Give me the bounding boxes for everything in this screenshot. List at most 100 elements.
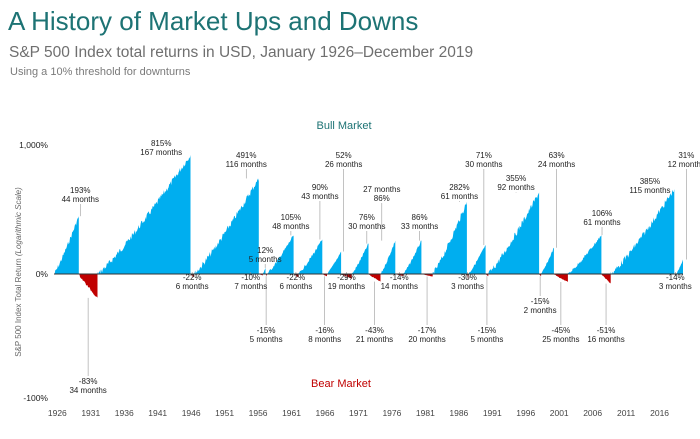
- bear-duration-label: 34 months: [69, 386, 106, 395]
- label-leaders: [79, 169, 687, 376]
- bear-duration-label: 7 months: [234, 282, 267, 291]
- bull-duration-label: 115 months: [629, 186, 670, 195]
- bull-duration-label: 92 months: [497, 183, 534, 192]
- x-tick-label: 1976: [382, 408, 401, 418]
- bear-return-label: -15%: [257, 326, 276, 335]
- bear-return-label: -14%: [666, 273, 685, 282]
- bear-duration-label: 5 months: [250, 335, 283, 344]
- bear-duration-label: 2 months: [524, 306, 557, 315]
- y-tick-label: -100%: [23, 393, 48, 403]
- bear-duration-label: 14 months: [381, 282, 418, 291]
- bull-market-area: [468, 245, 486, 274]
- bull-duration-label: 30 months: [348, 222, 385, 231]
- x-tick-label: 1926: [48, 408, 67, 418]
- chart-axes: 1,000% 0% -100%1926 1931 1936 1941 1946 1951 195…: [19, 140, 669, 418]
- bull-duration-label: 116 months: [226, 160, 267, 169]
- bull-duration-label: 44 months: [62, 195, 99, 204]
- bear-return-label: -15%: [531, 297, 550, 306]
- bear-return-label: -51%: [597, 326, 616, 335]
- bull-market-area: [676, 259, 683, 274]
- bull-market-area: [380, 240, 396, 274]
- bear-duration-label: 5 months: [470, 335, 503, 344]
- bull-market-area: [327, 251, 342, 274]
- x-tick-label: 2001: [550, 408, 569, 418]
- bear-duration-label: 25 months: [542, 335, 579, 344]
- x-tick-label: 1966: [316, 408, 335, 418]
- bear-market-area: [553, 274, 568, 282]
- bear-duration-label: 21 months: [356, 335, 393, 344]
- bull-duration-label: 12 months: [668, 160, 700, 169]
- bull-duration-label: 24 months: [538, 160, 575, 169]
- y-axis-label: S&P 500 Index Total Return (Logarithmic …: [14, 187, 23, 357]
- bear-duration-label: 19 months: [328, 282, 365, 291]
- bull-duration-label: 61 months: [583, 218, 620, 227]
- bull-return-label: 63%: [549, 151, 565, 160]
- bull-return-label: 52%: [336, 151, 352, 160]
- x-tick-label: 2016: [650, 408, 669, 418]
- bull-duration-label: 48 months: [272, 222, 309, 231]
- x-tick-label: 2011: [617, 408, 636, 418]
- bull-return-label: 71%: [476, 151, 492, 160]
- x-tick-label: 2006: [583, 408, 602, 418]
- bear-return-label: -43%: [365, 326, 384, 335]
- bull-return-label: 193%: [70, 186, 90, 195]
- bear-duration-label: 16 months: [587, 335, 624, 344]
- chart-note: Using a 10% threshold for downturns: [10, 66, 191, 78]
- market-labels: 193%44 months 815%167 months 491%116 month…: [62, 139, 700, 395]
- x-tick-label: 1941: [148, 408, 167, 418]
- x-tick-label: 1986: [449, 408, 468, 418]
- bull-return-label: 12%: [257, 246, 273, 255]
- bear-duration-label: 20 months: [408, 335, 445, 344]
- bear-return-label: -10%: [241, 273, 260, 282]
- bear-return-label: -14%: [390, 273, 409, 282]
- bear-market-area: [601, 274, 611, 284]
- bull-market-area: [432, 201, 467, 274]
- bear-return-label: -22%: [183, 273, 202, 282]
- bear-return-label: -29%: [337, 273, 356, 282]
- bull-return-label: 31%: [678, 151, 694, 160]
- chart-title: A History of Market Ups and Downs: [8, 6, 419, 36]
- bear-duration-label: 6 months: [176, 282, 209, 291]
- bull-return-label: 86%: [412, 213, 428, 222]
- bull-duration-label: 167 months: [140, 148, 182, 157]
- bull-market-area: [97, 154, 191, 274]
- bull-return-label: 105%: [281, 213, 301, 222]
- bull-market-area: [610, 189, 675, 274]
- y-tick-label: 1,000%: [19, 140, 48, 150]
- bull-duration-label: 5 months: [249, 255, 282, 264]
- bear-market-area: [78, 274, 98, 298]
- x-tick-label: 1931: [81, 408, 100, 418]
- bull-duration-label: 33 months: [401, 222, 438, 231]
- bull-market-area: [54, 216, 79, 274]
- bear-return-label: -22%: [287, 273, 306, 282]
- bull-return-label: 355%: [506, 174, 526, 183]
- bear-duration-label: 6 months: [279, 282, 312, 291]
- x-tick-label: 1981: [416, 408, 435, 418]
- bull-market-area: [403, 240, 422, 274]
- x-tick-label: 1971: [349, 408, 368, 418]
- bear-duration-label: 3 months: [451, 282, 484, 291]
- bull-return-label: 27 months: [363, 185, 400, 194]
- bull-return-label: 491%: [236, 151, 256, 160]
- x-tick-label: 1996: [516, 408, 535, 418]
- bull-market-area: [351, 243, 369, 274]
- bull-market-area: [266, 235, 294, 274]
- bull-return-label: 815%: [151, 139, 171, 148]
- bull-duration-label: 30 months: [465, 160, 502, 169]
- x-tick-label: 1951: [215, 408, 234, 418]
- bull-return-label: 282%: [449, 183, 469, 192]
- bull-market-area: [298, 239, 323, 274]
- bear-market-area: [368, 274, 381, 282]
- bull-return-label: 90%: [312, 183, 328, 192]
- bear-market-area: [485, 274, 489, 277]
- bear-market-area: [322, 274, 327, 277]
- bear-market-area: [265, 274, 267, 277]
- bull-market-label: Bull Market: [316, 120, 371, 132]
- bull-duration-label: 61 months: [441, 192, 478, 201]
- bear-return-label: -45%: [552, 326, 571, 335]
- y-tick-label: 0%: [36, 269, 49, 279]
- bear-return-label: -30%: [458, 273, 477, 282]
- bull-market-area: [567, 235, 602, 274]
- bear-return-label: -83%: [79, 377, 98, 386]
